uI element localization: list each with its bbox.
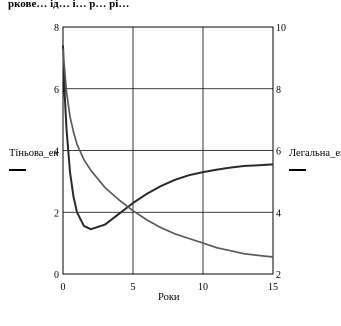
x-tick-label: 15	[268, 282, 278, 293]
header-cut-text: ркове… ід… і… р… рі…	[8, 0, 129, 10]
series-line-tinyova	[63, 46, 273, 230]
x-tick-label: 10	[198, 282, 208, 293]
series-line-legalna	[63, 49, 273, 257]
x-tick-label: 0	[61, 282, 66, 293]
x-axis-title: Роки	[158, 292, 180, 303]
y-tick-left-label: 8	[54, 23, 59, 34]
y-tick-right-label: 6	[276, 147, 281, 158]
x-tick-label: 5	[131, 282, 136, 293]
y-axis-title-right: Легальна_ек	[289, 148, 341, 159]
series-lines	[63, 46, 273, 258]
y-tick-right-label: 2	[276, 270, 281, 281]
y-tick-left-label: 2	[54, 208, 59, 219]
y-tick-right-label: 10	[276, 23, 286, 34]
y-tick-left-label: 6	[54, 85, 59, 96]
y-tick-right-label: 8	[276, 85, 281, 96]
y-axis-title-left: Тіньова_ек	[9, 148, 59, 159]
grid	[63, 27, 273, 274]
y-tick-right-label: 4	[276, 208, 281, 219]
y-tick-left-label: 0	[54, 270, 59, 281]
